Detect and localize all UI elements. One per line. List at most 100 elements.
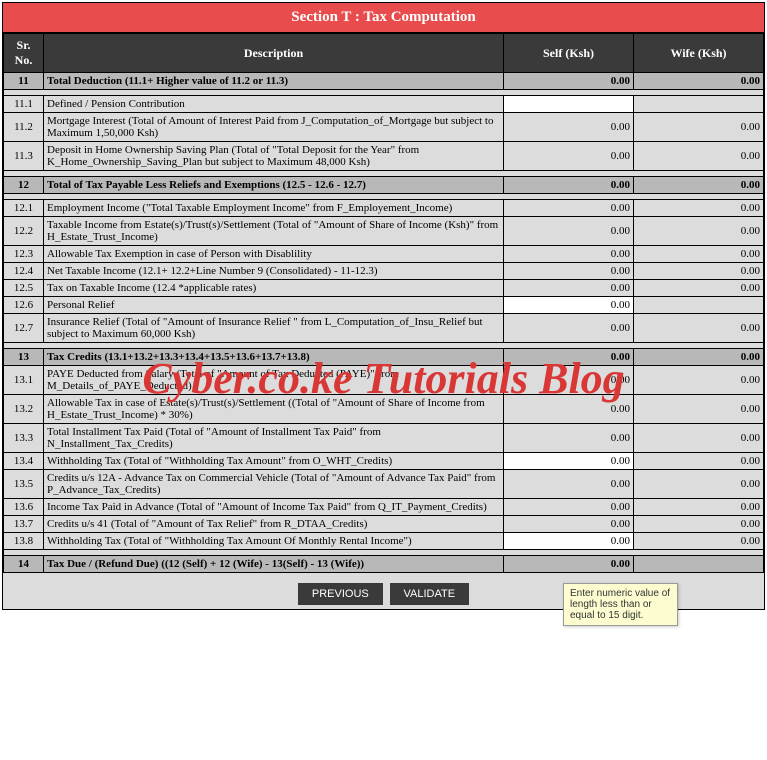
self-cell[interactable]: 0.00 [504,453,634,470]
wife-cell: 0.00 [634,200,764,217]
sub-row: 12.5Tax on Taxable Income (12.4 *applica… [4,280,764,297]
self-cell: 0.00 [504,424,634,453]
desc-cell: Allowable Tax in case of Estate(s)/Trust… [44,395,504,424]
wife-cell: 0.00 [634,246,764,263]
desc-cell: Total Deduction (11.1+ Higher value of 1… [44,73,504,90]
sr-cell: 14 [4,556,44,573]
sr-cell: 13.6 [4,499,44,516]
sr-cell: 12.5 [4,280,44,297]
desc-cell: Employment Income ("Total Taxable Employ… [44,200,504,217]
col-desc-header: Description [44,34,504,73]
sr-cell: 13.8 [4,533,44,550]
sub-row: 13.6Income Tax Paid in Advance (Total of… [4,499,764,516]
validate-button[interactable]: VALIDATE [390,583,470,605]
desc-cell: Income Tax Paid in Advance (Total of "Am… [44,499,504,516]
sub-row: 13.5Credits u/s 12A - Advance Tax on Com… [4,470,764,499]
self-cell: 0.00 [504,516,634,533]
wife-cell: 0.00 [634,314,764,343]
self-cell: 0.00 [504,73,634,90]
col-self-header: Self (Ksh) [504,34,634,73]
sub-row: 12.7Insurance Relief (Total of "Amount o… [4,314,764,343]
wife-cell: 0.00 [634,533,764,550]
self-cell: 0.00 [504,246,634,263]
sr-cell: 13.5 [4,470,44,499]
sr-cell: 13.1 [4,366,44,395]
sub-row: 13.8 Withholding Tax (Total of "Withhold… [4,533,764,550]
section-title: Section T : Tax Computation [3,3,764,33]
sub-row: 13.1PAYE Deducted from Salary (Total of … [4,366,764,395]
desc-cell: Net Taxable Income (12.1+ 12.2+Line Numb… [44,263,504,280]
wife-cell [634,556,764,573]
table-header-row: Sr. No. Description Self (Ksh) Wife (Ksh… [4,34,764,73]
wife-cell: 0.00 [634,516,764,533]
sub-row: 11.3Deposit in Home Ownership Saving Pla… [4,142,764,171]
sub-row: 12.4Net Taxable Income (12.1+ 12.2+Line … [4,263,764,280]
self-cell: 0.00 [504,113,634,142]
wife-cell: 0.00 [634,424,764,453]
wife-cell: 0.00 [634,349,764,366]
wife-cell: 0.00 [634,177,764,194]
wife-cell: 0.00 [634,263,764,280]
desc-cell: Taxable Income from Estate(s)/Trust(s)/S… [44,217,504,246]
desc-cell: Allowable Tax Exemption in case of Perso… [44,246,504,263]
sr-cell: 13.7 [4,516,44,533]
sr-cell: 12.3 [4,246,44,263]
tooltip-box: Enter numeric value of length less than … [563,583,678,626]
sub-row: 13.3Total Installment Tax Paid (Total of… [4,424,764,453]
head-row: 11Total Deduction (11.1+ Higher value of… [4,73,764,90]
self-cell[interactable]: 0.00 [504,297,634,314]
wife-cell: 0.00 [634,453,764,470]
sr-cell: 13.4 [4,453,44,470]
sr-cell: 12.4 [4,263,44,280]
sr-cell: 13.3 [4,424,44,453]
self-cell: 0.00 [504,366,634,395]
sr-cell: 12 [4,177,44,194]
tax-table: Sr. No. Description Self (Ksh) Wife (Ksh… [3,33,764,573]
desc-cell: Defined / Pension Contribution [44,96,504,113]
sr-cell: 11.1 [4,96,44,113]
desc-cell: Tax Due / (Refund Due) ((12 (Self) + 12 … [44,556,504,573]
head-row: 12Total of Tax Payable Less Reliefs and … [4,177,764,194]
sr-cell: 12.2 [4,217,44,246]
wife-cell: 0.00 [634,499,764,516]
self-cell: 0.00 [504,263,634,280]
wife-cell: 0.00 [634,217,764,246]
desc-cell: Deposit in Home Ownership Saving Plan (T… [44,142,504,171]
wife-cell [634,297,764,314]
head-row: 14Tax Due / (Refund Due) ((12 (Self) + 1… [4,556,764,573]
self-cell: 0.00 [504,217,634,246]
self-cell: 0.00 [504,142,634,171]
self-cell: 0.00 [504,470,634,499]
self-cell[interactable] [504,96,634,113]
tax-form-container: Section T : Tax Computation Sr. No. Desc… [2,2,765,610]
sub-row: 12.2Taxable Income from Estate(s)/Trust(… [4,217,764,246]
desc-cell: Total Installment Tax Paid (Total of "Am… [44,424,504,453]
head-row: 13Tax Credits (13.1+13.2+13.3+13.4+13.5+… [4,349,764,366]
desc-cell: Total of Tax Payable Less Reliefs and Ex… [44,177,504,194]
col-wife-header: Wife (Ksh) [634,34,764,73]
self-cell: 0.00 [504,395,634,424]
sr-cell: 12.1 [4,200,44,217]
wife-cell: 0.00 [634,113,764,142]
wife-cell: 0.00 [634,280,764,297]
self-cell: 0.00 [504,200,634,217]
sr-cell: 11.2 [4,113,44,142]
desc-cell: Tax Credits (13.1+13.2+13.3+13.4+13.5+13… [44,349,504,366]
desc-cell: Mortgage Interest (Total of Amount of In… [44,113,504,142]
sr-cell: 11.3 [4,142,44,171]
sub-row: 12.1Employment Income ("Total Taxable Em… [4,200,764,217]
sub-row: 11.2Mortgage Interest (Total of Amount o… [4,113,764,142]
sr-cell: 13 [4,349,44,366]
self-cell: 0.00 [504,177,634,194]
desc-cell: Withholding Tax (Total of "Withholding T… [44,453,504,470]
sub-row: 13.2Allowable Tax in case of Estate(s)/T… [4,395,764,424]
desc-cell: Credits u/s 12A - Advance Tax on Commerc… [44,470,504,499]
previous-button[interactable]: PREVIOUS [298,583,383,605]
self-cell[interactable]: 0.00 [504,533,634,550]
sr-cell: 12.7 [4,314,44,343]
wife-cell: 0.00 [634,142,764,171]
desc-cell: Tax on Taxable Income (12.4 *applicable … [44,280,504,297]
self-cell: 0.00 [504,556,634,573]
sr-cell: 13.2 [4,395,44,424]
sr-cell: 11 [4,73,44,90]
